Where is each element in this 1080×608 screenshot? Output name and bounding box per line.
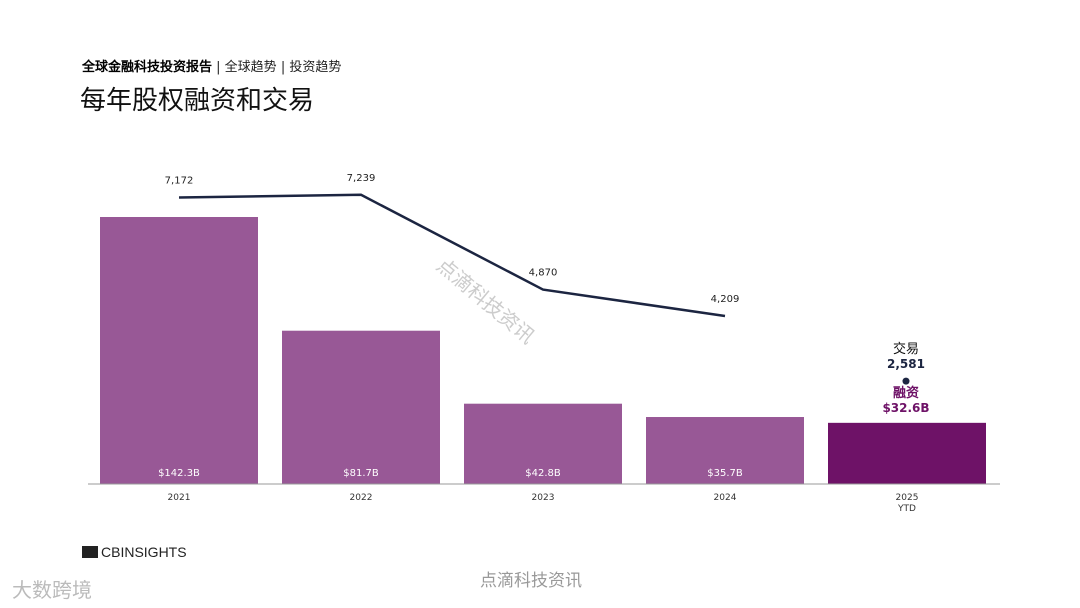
separator: |	[276, 60, 290, 75]
separator: |	[212, 60, 225, 75]
line-label: 7,239	[347, 173, 376, 184]
bar-label: $142.3B	[158, 468, 200, 479]
watermark: 点滴科技资讯	[480, 571, 582, 591]
bar-2022	[282, 330, 440, 484]
bar-2024	[646, 417, 804, 484]
line-label: 4,870	[529, 268, 558, 279]
funding-ytd-value: $32.6B	[882, 401, 929, 415]
bar-2025-YTD	[828, 422, 986, 484]
bar-2023	[464, 403, 622, 484]
deals-annotation-label: 交易	[893, 341, 919, 357]
report-name: 全球金融科技投资报告	[82, 60, 213, 75]
bar-2021	[100, 217, 258, 484]
x-tick-label: 2023	[532, 493, 555, 503]
logo-text: CBINSIGHTS	[101, 544, 187, 560]
x-tick-label: YTD	[897, 504, 916, 514]
report-breadcrumb: 全球金融科技投资报告 | 全球趋势 | 投资趋势	[82, 56, 341, 75]
line-label: 4,209	[711, 294, 740, 305]
x-tick-label: 2024	[714, 493, 737, 503]
deals-line	[178, 193, 726, 318]
x-tick-label: 2021	[168, 493, 191, 503]
bar-label: $81.7B	[343, 468, 379, 479]
line-label: 7,172	[165, 175, 194, 186]
funding-annotation-label: 融资	[893, 385, 919, 401]
deals-ytd-value: 2,581	[887, 357, 925, 371]
section-global: 全球趋势	[224, 60, 277, 75]
section-investment: 投资趋势	[289, 60, 342, 75]
logo-icon	[82, 546, 98, 558]
x-tick-label: 2022	[350, 493, 373, 503]
bar-label: $42.8B	[525, 468, 561, 479]
page-title: 每年股权融资和交易	[80, 86, 315, 116]
watermark-corner: 大数跨境	[12, 578, 92, 602]
deals-ytd-point	[902, 377, 910, 385]
x-tick-label: 2025	[896, 493, 919, 503]
cb-insights-logo: CBINSIGHTS	[82, 544, 187, 560]
bar-label: $35.7B	[707, 468, 743, 479]
